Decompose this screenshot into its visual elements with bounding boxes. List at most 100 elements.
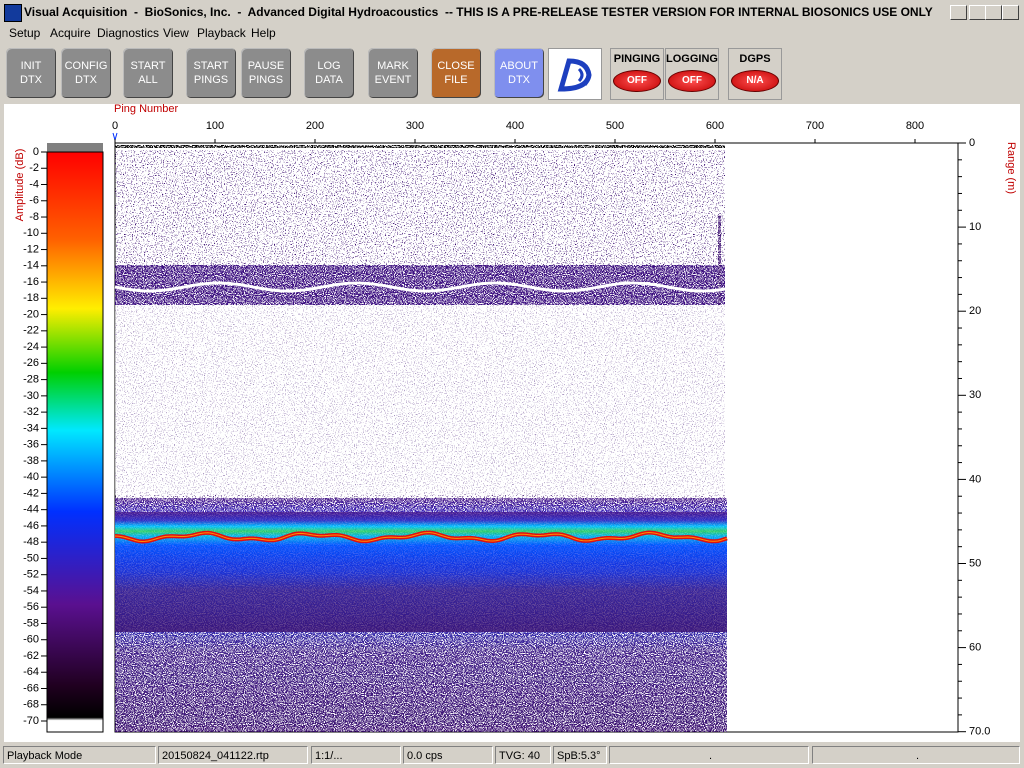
amplitude-tick-label: -68 (23, 699, 39, 711)
x-tick-label: 0 (112, 120, 118, 132)
button-line: CLOSE (437, 60, 475, 72)
button-line: PAUSE (247, 60, 285, 72)
amplitude-tick-label: -12 (23, 243, 39, 255)
amplitude-tick-label: -22 (23, 325, 39, 337)
amplitude-tick-label: -64 (23, 666, 39, 678)
menu-item[interactable]: Diagnostics (97, 26, 160, 40)
title-bar: Visual Acquisition - BioSonics, Inc. - A… (0, 0, 1024, 24)
button-line: CONFIG (64, 60, 108, 72)
menu-item[interactable]: Help (251, 26, 276, 40)
amplitude-tick-label: -30 (23, 390, 39, 402)
amplitude-tick-label: -24 (23, 341, 39, 353)
button-label: INIT DTX (6, 48, 56, 87)
toolbar-button[interactable]: MARK EVENT (368, 48, 418, 98)
maximize-button[interactable] (985, 5, 1002, 20)
toolbar-button[interactable]: START PINGS (186, 48, 236, 98)
button-label: ABOUT DTX (494, 48, 544, 87)
logo-graphic (557, 58, 592, 92)
range-tick-label: 0 (969, 137, 975, 149)
button-line: DATA (315, 74, 343, 86)
range-tick-label: 40 (969, 473, 981, 485)
toolbar-button[interactable]: CONFIG DTX (61, 48, 111, 98)
x-tick-label: 700 (806, 120, 824, 132)
toolbar-button[interactable]: PAUSE PINGS (241, 48, 291, 98)
status-cell: 20150824_041122.rtp (158, 746, 308, 764)
indicator-state: N/A (731, 70, 779, 92)
toolbar-button[interactable]: ABOUT DTX (494, 48, 544, 98)
button-label: MARK EVENT (368, 48, 418, 87)
close-button[interactable] (1002, 5, 1019, 20)
button-line: ALL (138, 74, 158, 86)
x-tick-label: 100 (206, 120, 224, 132)
toolbar-button[interactable]: START ALL (123, 48, 173, 98)
amplitude-tick-label: -50 (23, 552, 39, 564)
menu-item[interactable]: Setup (9, 26, 41, 40)
status-cell: . (609, 746, 809, 764)
indicator-label: PINGING (613, 53, 661, 65)
button-line: DTX (508, 74, 530, 86)
button-line: PINGS (248, 74, 284, 86)
amplitude-tick-label: -10 (23, 227, 39, 239)
amplitude-tick-label: -52 (23, 569, 39, 581)
colorbar-top (47, 143, 103, 152)
indicator[interactable]: DGPS N/A (728, 48, 782, 100)
button-line: START (130, 60, 166, 72)
x-tick-label: 200 (306, 120, 324, 132)
surface-gap (114, 281, 728, 293)
amplitude-tick-label: 0 (33, 146, 39, 158)
toolbar-button[interactable]: INIT DTX (6, 48, 56, 98)
amplitude-tick-label: -60 (23, 634, 39, 646)
button-line: INIT (20, 60, 42, 72)
range-tick-label: 70.0 (969, 726, 990, 738)
streak (718, 215, 721, 305)
status-cell: 1:1/... (311, 746, 401, 764)
status-cell: . (812, 746, 1020, 764)
button-line: DTX (75, 74, 97, 86)
amplitude-tick-label: -28 (23, 374, 39, 386)
status-cell: Playback Mode (3, 746, 156, 764)
window-title: Visual Acquisition - BioSonics, Inc. - A… (24, 5, 933, 19)
x-tick-label: 800 (906, 120, 924, 132)
button-line: EVENT (374, 74, 412, 86)
minimize-button[interactable] (969, 5, 986, 20)
restore-button[interactable] (950, 5, 967, 20)
indicator[interactable]: PINGING OFF (610, 48, 664, 100)
amplitude-tick-label: -56 (23, 601, 39, 613)
amplitude-tick-label: -26 (23, 357, 39, 369)
amplitude-tick-label: -54 (23, 585, 39, 597)
biosonics-logo[interactable] (548, 48, 602, 100)
menu-item[interactable]: Acquire (50, 26, 91, 40)
indicator-label: LOGGING (666, 53, 718, 65)
amplitude-tick-label: -4 (29, 178, 39, 190)
button-label: LOG DATA (304, 48, 354, 87)
amplitude-label: Amplitude (dB) (14, 149, 26, 222)
amplitude-tick-label: -14 (23, 260, 39, 272)
range-tick-label: 20 (969, 305, 981, 317)
x-axis-label: Ping Number (114, 103, 179, 115)
water-column (115, 300, 725, 495)
indicator-state: OFF (668, 70, 716, 92)
menu-item[interactable]: Playback (197, 26, 246, 40)
range-tick-label: 50 (969, 557, 981, 569)
amplitude-tick-label: -40 (23, 471, 39, 483)
status-cell: 0.0 cps (403, 746, 493, 764)
toolbar-button[interactable]: LOG DATA (304, 48, 354, 98)
x-tick-label: 600 (706, 120, 724, 132)
amplitude-tick-label: -42 (23, 487, 39, 499)
toolbar-button[interactable]: CLOSE FILE (431, 48, 481, 98)
x-tick-label: 400 (506, 120, 524, 132)
amplitude-tick-label: -58 (23, 617, 39, 629)
button-label: CLOSE FILE (431, 48, 481, 87)
amplitude-tick-label: -44 (23, 504, 39, 516)
indicator[interactable]: LOGGING OFF (665, 48, 719, 100)
button-line: FILE (444, 74, 468, 86)
indicator-label: DGPS (739, 53, 771, 65)
menu-item[interactable]: View (163, 26, 189, 40)
button-line: ABOUT (500, 60, 538, 72)
button-line: START (193, 60, 229, 72)
status-cell: SpB:5.3° (553, 746, 607, 764)
amplitude-tick-label: -48 (23, 536, 39, 548)
amplitude-tick-label: -34 (23, 422, 39, 434)
status-cell: TVG: 40 (495, 746, 551, 764)
